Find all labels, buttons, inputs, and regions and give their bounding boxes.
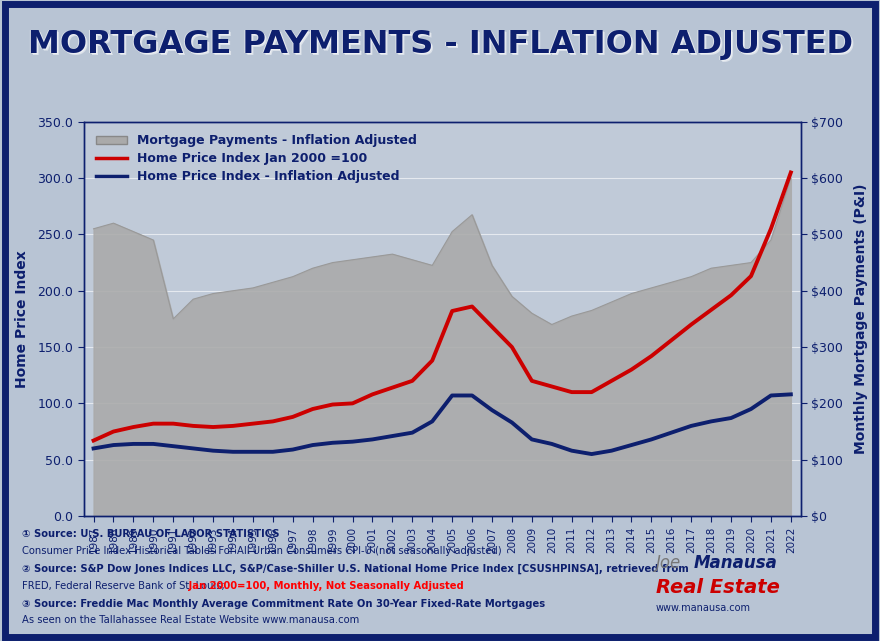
- Text: Consumer Price Index Historical Tables For All Urban Consumers CPI-U (not season: Consumer Price Index Historical Tables F…: [22, 546, 502, 556]
- Y-axis label: Monthly Mortgage Payments (P&I): Monthly Mortgage Payments (P&I): [854, 184, 869, 454]
- Text: Manausa: Manausa: [693, 554, 777, 572]
- Text: Jan 2000=100, Monthly, Not Seasonally Adjusted: Jan 2000=100, Monthly, Not Seasonally Ad…: [185, 581, 464, 592]
- Legend: Mortgage Payments - Inflation Adjusted, Home Price Index Jan 2000 =100, Home Pri: Mortgage Payments - Inflation Adjusted, …: [90, 128, 423, 190]
- Text: Joe: Joe: [656, 554, 681, 572]
- Text: ② Source: S&P Dow Jones Indices LLC, S&P/Case-Shiller U.S. National Home Price I: ② Source: S&P Dow Jones Indices LLC, S&P…: [22, 564, 689, 574]
- Text: MORTGAGE PAYMENTS - INFLATION ADJUSTED: MORTGAGE PAYMENTS - INFLATION ADJUSTED: [26, 29, 852, 60]
- Text: ① Source: U.S. BUREAU OF LABOR STATISTICS: ① Source: U.S. BUREAU OF LABOR STATISTIC…: [22, 529, 280, 539]
- Text: www.manausa.com: www.manausa.com: [656, 603, 751, 613]
- Text: MORTGAGE PAYMENTS - INFLATION ADJUSTED: MORTGAGE PAYMENTS - INFLATION ADJUSTED: [29, 30, 854, 61]
- Text: MORTGAGE PAYMENTS - INFLATION ADJUSTED: MORTGAGE PAYMENTS - INFLATION ADJUSTED: [27, 29, 853, 60]
- Text: Real Estate: Real Estate: [656, 578, 780, 597]
- Text: FRED, Federal Reserve Bank of St. Louis;: FRED, Federal Reserve Bank of St. Louis;: [22, 581, 224, 592]
- Y-axis label: Home Price Index: Home Price Index: [15, 250, 29, 388]
- Text: ③ Source: Freddie Mac Monthly Average Commitment Rate On 30-Year Fixed-Rate Mort: ③ Source: Freddie Mac Monthly Average Co…: [22, 599, 545, 609]
- Text: MORTGAGE PAYMENTS - INFLATION ADJUSTED: MORTGAGE PAYMENTS - INFLATION ADJUSTED: [30, 31, 855, 62]
- Text: As seen on the Tallahassee Real Estate Website www.manausa.com: As seen on the Tallahassee Real Estate W…: [22, 615, 359, 626]
